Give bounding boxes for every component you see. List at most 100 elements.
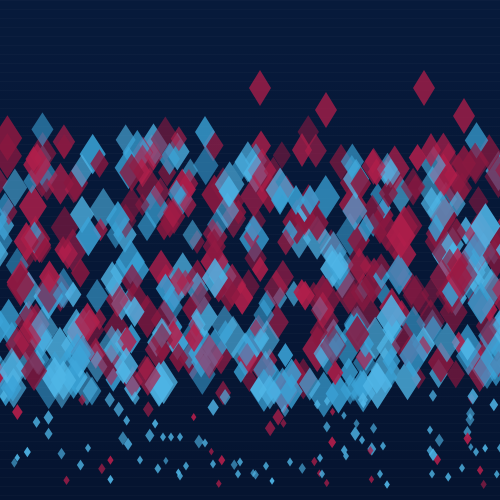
blue-diamond xyxy=(79,133,106,175)
blue-diamond xyxy=(482,443,489,453)
blue-diamond xyxy=(0,350,27,393)
red-diamond xyxy=(263,269,289,309)
blue-diamond xyxy=(271,185,289,215)
red-diamond xyxy=(361,147,386,185)
blue-diamond xyxy=(313,399,321,410)
blue-diamond xyxy=(23,169,40,194)
red-diamond xyxy=(329,407,336,416)
blue-diamond xyxy=(0,309,11,344)
red-diamond xyxy=(309,318,328,347)
blue-diamond xyxy=(52,281,71,309)
blue-diamond xyxy=(254,320,280,360)
red-diamond xyxy=(92,308,107,331)
blue-diamond xyxy=(263,461,269,471)
blue-diamond xyxy=(468,443,474,451)
red-diamond xyxy=(327,360,344,386)
blue-diamond xyxy=(23,446,31,458)
blue-diamond xyxy=(219,388,231,406)
blue-diamond xyxy=(298,462,306,474)
red-diamond xyxy=(121,263,143,298)
blue-diamond xyxy=(219,315,247,359)
blue-diamond xyxy=(459,463,465,473)
red-diamond xyxy=(453,98,475,134)
red-diamond xyxy=(63,163,89,203)
blue-diamond xyxy=(434,433,444,447)
red-diamond xyxy=(184,323,204,353)
blue-diamond xyxy=(86,279,109,314)
red-diamond xyxy=(176,269,194,297)
blue-diamond xyxy=(252,469,259,480)
blue-diamond xyxy=(115,360,131,384)
blue-diamond xyxy=(0,240,9,267)
red-diamond xyxy=(90,149,109,178)
blue-diamond xyxy=(105,200,130,239)
blue-diamond xyxy=(470,203,500,250)
red-diamond xyxy=(150,322,174,358)
blue-diamond xyxy=(376,152,399,186)
red-diamond xyxy=(463,432,472,445)
red-diamond xyxy=(6,263,35,307)
blue-diamond xyxy=(380,441,386,451)
blue-diamond xyxy=(71,154,93,188)
blue-diamond xyxy=(11,457,18,468)
blue-diamond xyxy=(421,146,446,185)
blue-diamond xyxy=(31,112,54,147)
blue-diamond xyxy=(123,415,131,426)
red-diamond xyxy=(133,294,162,339)
red-diamond xyxy=(18,184,47,228)
red-diamond xyxy=(372,221,388,244)
blue-diamond xyxy=(377,469,383,479)
red-diamond xyxy=(134,193,150,217)
blue-diamond xyxy=(145,428,155,443)
blue-diamond xyxy=(382,347,401,375)
red-diamond xyxy=(304,133,327,168)
blue-diamond xyxy=(163,456,169,465)
blue-diamond xyxy=(466,407,475,421)
blue-diamond xyxy=(376,294,407,341)
red-diamond xyxy=(194,334,224,379)
red-diamond xyxy=(150,177,171,208)
blue-diamond xyxy=(467,282,495,325)
red-diamond xyxy=(447,217,466,247)
red-diamond xyxy=(136,167,164,211)
red-diamond xyxy=(170,126,187,152)
blue-diamond xyxy=(340,143,364,180)
blue-diamond xyxy=(63,333,91,376)
blue-diamond xyxy=(359,435,365,445)
red-diamond xyxy=(355,344,373,371)
blue-diamond xyxy=(323,396,331,406)
red-diamond xyxy=(378,178,398,208)
blue-diamond xyxy=(113,401,124,418)
red-diamond xyxy=(310,291,335,329)
blue-diamond xyxy=(497,443,500,453)
blue-diamond xyxy=(235,333,257,367)
blue-diamond xyxy=(44,427,53,440)
blue-diamond xyxy=(433,322,460,363)
blue-diamond xyxy=(207,398,219,416)
red-diamond xyxy=(12,404,23,420)
blue-diamond xyxy=(428,389,437,402)
blue-diamond xyxy=(100,261,124,297)
blue-diamond xyxy=(0,192,14,220)
blue-diamond xyxy=(480,334,500,381)
red-diamond xyxy=(264,420,276,437)
blue-diamond xyxy=(32,416,41,428)
blue-diamond xyxy=(301,185,319,215)
blue-diamond xyxy=(210,459,216,469)
blue-diamond xyxy=(464,232,487,267)
red-diamond xyxy=(413,70,435,106)
red-diamond xyxy=(497,218,500,226)
blue-diamond xyxy=(467,388,479,405)
red-diamond xyxy=(122,365,143,398)
blue-diamond xyxy=(317,453,323,463)
blue-diamond xyxy=(328,332,345,358)
blue-diamond xyxy=(258,374,282,410)
red-diamond xyxy=(272,408,284,426)
blue-diamond xyxy=(233,360,249,383)
blue-diamond xyxy=(57,447,66,460)
red-diamond xyxy=(315,92,337,128)
red-diamond xyxy=(23,143,51,187)
blue-diamond xyxy=(427,425,433,435)
red-diamond xyxy=(347,247,372,285)
